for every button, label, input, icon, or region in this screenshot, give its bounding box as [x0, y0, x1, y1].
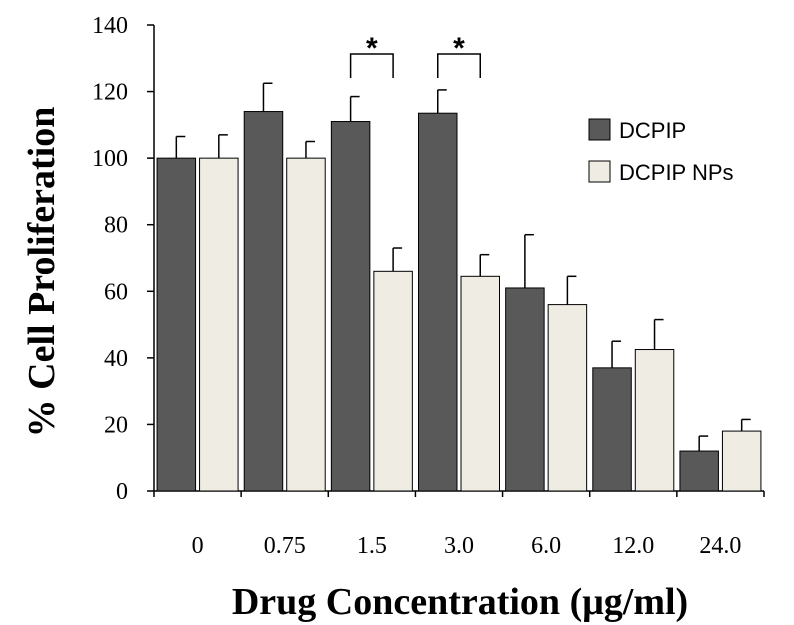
bar-dcpip-nps [721, 430, 762, 492]
y-tick-label: 100 [92, 146, 128, 172]
y-tick-label: 60 [104, 279, 128, 305]
bar-dcpip [679, 450, 719, 492]
y-tick-label: 20 [104, 412, 128, 438]
bar-dcpip [505, 287, 545, 492]
y-axis-title: % Cell Proliferation [21, 107, 63, 438]
y-tick-label: 80 [104, 213, 128, 239]
y-tick-label: 0 [116, 479, 128, 505]
bar-dcpip-nps [460, 275, 500, 492]
bar-dcpip-nps [199, 157, 239, 492]
legend: DCPIP DCPIP NPs [588, 118, 734, 185]
bars [156, 111, 762, 492]
bar-dcpip-nps [373, 270, 413, 492]
x-tick-label: 6.0 [531, 533, 561, 559]
significance-bracket [437, 53, 481, 78]
legend-label: DCPIP NPs [619, 160, 734, 185]
y-tick-label: 140 [92, 13, 128, 39]
bar-dcpip [156, 157, 197, 492]
y-axis: 0 20 40 60 80 100 120 140 [92, 13, 155, 505]
significance-star: * [453, 32, 465, 65]
bar-dcpip-nps [547, 304, 588, 492]
x-tick-label: 24.0 [699, 533, 741, 559]
bar-dcpip [330, 121, 371, 492]
legend-swatch-dcpip [588, 118, 611, 141]
error-bars [175, 82, 751, 452]
x-axis: 0 0.75 1.5 3.0 6.0 12.0 24.0 [153, 490, 765, 559]
bar-dcpip [418, 112, 458, 492]
bar-dcpip-nps [286, 157, 326, 492]
y-tick-label: 40 [104, 346, 128, 372]
legend-label: DCPIP [619, 118, 686, 143]
legend-swatch-dcpip-nps [588, 160, 611, 183]
x-tick-label: 12.0 [612, 533, 654, 559]
bar-dcpip [243, 111, 284, 492]
x-tick-label: 3.0 [444, 533, 474, 559]
significance-annotations: * * [349, 32, 481, 78]
x-tick-label: 0 [192, 533, 204, 559]
bar-dcpip [592, 367, 632, 492]
significance-star: * [366, 32, 378, 65]
x-tick-label: 1.5 [357, 533, 387, 559]
significance-bracket [349, 53, 394, 78]
y-tick-label: 120 [92, 80, 128, 106]
bar-dcpip-nps [634, 349, 675, 492]
x-axis-title: Drug Concentration (μg/ml) [232, 581, 688, 623]
x-tick-label: 0.75 [264, 533, 306, 559]
